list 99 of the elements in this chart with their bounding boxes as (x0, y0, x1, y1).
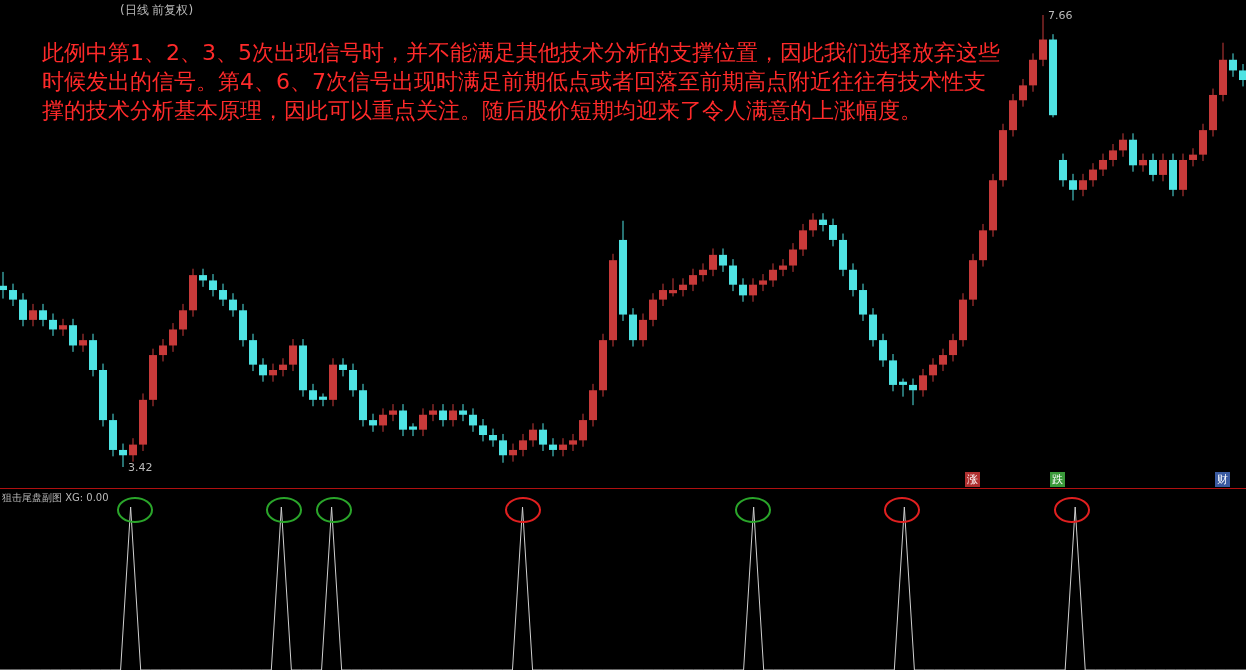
candlestick (129, 437, 137, 463)
candlestick (729, 258, 737, 292)
candlestick (289, 338, 297, 372)
candlestick (949, 333, 957, 362)
candlestick (1039, 15, 1047, 67)
candlestick (1149, 153, 1157, 182)
candlestick (539, 422, 547, 452)
candlestick (429, 403, 437, 422)
annotation: 此例中第1、2、3、5次出现信号时，并不能满足其他技术分析的支撑位置，因此我们选择放弃这些时候发出的信号。第4、6、7次信号出现时满足前期低点或者回落至前期高点附近往往有技术性支撑的技术分析基本原理，因此可以重点关注。随后股价短期均迎来了令人满意的上涨幅度。 (42, 39, 1001, 125)
candlestick (159, 338, 167, 362)
candlestick (419, 407, 427, 437)
candlestick (1099, 153, 1107, 177)
candlestick (689, 268, 697, 292)
candlestick (389, 403, 397, 422)
candlestick (1089, 162, 1097, 188)
candlestick (939, 348, 947, 372)
candlestick (309, 383, 317, 407)
candlestick (659, 283, 667, 307)
candlestick (569, 433, 577, 452)
candlestick (219, 283, 227, 307)
candlestick (119, 443, 127, 467)
candlestick (1119, 132, 1127, 158)
candlestick (39, 303, 47, 327)
candlestick (479, 418, 487, 442)
candlestick (849, 262, 857, 297)
candlestick (929, 357, 937, 383)
candlestick (259, 357, 267, 383)
candlestick (459, 403, 467, 422)
candlestick (209, 273, 217, 297)
candlestick (1109, 143, 1117, 167)
candlestick (649, 292, 657, 327)
candlestick (229, 292, 237, 318)
candlestick (29, 303, 37, 327)
candlestick (409, 422, 417, 437)
text: 涨 (965, 472, 980, 487)
candlestick (799, 223, 807, 257)
candlestick (509, 443, 517, 463)
candlestick (749, 277, 757, 303)
candlestick (719, 247, 727, 273)
candlestick (469, 407, 477, 433)
candlestick (669, 277, 677, 297)
candlestick (0, 271, 7, 300)
candlestick (59, 318, 67, 337)
candlestick (919, 368, 927, 398)
candlestick (499, 433, 507, 464)
candlestick (1139, 153, 1147, 173)
candlestick (439, 403, 447, 427)
candlestick (1059, 153, 1067, 188)
candlestick (279, 357, 287, 377)
candlestick (349, 363, 357, 398)
candlestick (1079, 173, 1087, 197)
candlestick (449, 403, 457, 427)
candlestick (1189, 147, 1197, 167)
candlestick (909, 378, 917, 406)
candlestick (819, 212, 827, 232)
candlestick (49, 312, 57, 337)
candlestick (1159, 153, 1167, 182)
candlestick (339, 357, 347, 377)
candlestick (879, 333, 887, 368)
candlestick (269, 363, 277, 383)
chart-title: (日线 前复权) (120, 2, 194, 19)
candlestick (789, 242, 797, 273)
candlestick (579, 413, 587, 448)
annotation: 7.66 (1048, 8, 1073, 22)
candlestick (559, 437, 567, 457)
candlestick (399, 403, 407, 437)
candlestick (19, 292, 27, 327)
candlestick (809, 212, 817, 238)
annotation: 3.42 (128, 460, 153, 474)
candlestick (1229, 52, 1237, 78)
candlestick (1239, 63, 1246, 87)
candlestick (739, 277, 747, 303)
candlestick (1069, 173, 1077, 201)
candlestick (519, 433, 527, 457)
candlestick (79, 333, 87, 353)
candlestick (489, 428, 497, 448)
candlestick (829, 218, 837, 247)
candlestick (639, 312, 647, 348)
candlestick (169, 322, 177, 353)
candlestick (679, 277, 687, 297)
candlestick (69, 318, 77, 353)
candlestick (899, 378, 907, 398)
text: 跌 (1050, 472, 1065, 487)
candlestick (529, 422, 537, 448)
candlestick (699, 262, 707, 283)
candlestick (779, 258, 787, 277)
text: 财 (1215, 472, 1230, 487)
candlestick (1019, 78, 1027, 108)
candlestick (9, 283, 17, 307)
candlestick (199, 268, 207, 288)
candlestick (759, 273, 767, 292)
candlestick (769, 262, 777, 288)
candlestick (379, 407, 387, 433)
chart-title: 狙击尾盘副图 XG: 0.00 (2, 491, 109, 505)
candlestick (709, 247, 717, 277)
candlestick (319, 392, 327, 407)
candlestick (179, 303, 187, 337)
candlestick (549, 437, 557, 457)
candlestick (369, 413, 377, 433)
